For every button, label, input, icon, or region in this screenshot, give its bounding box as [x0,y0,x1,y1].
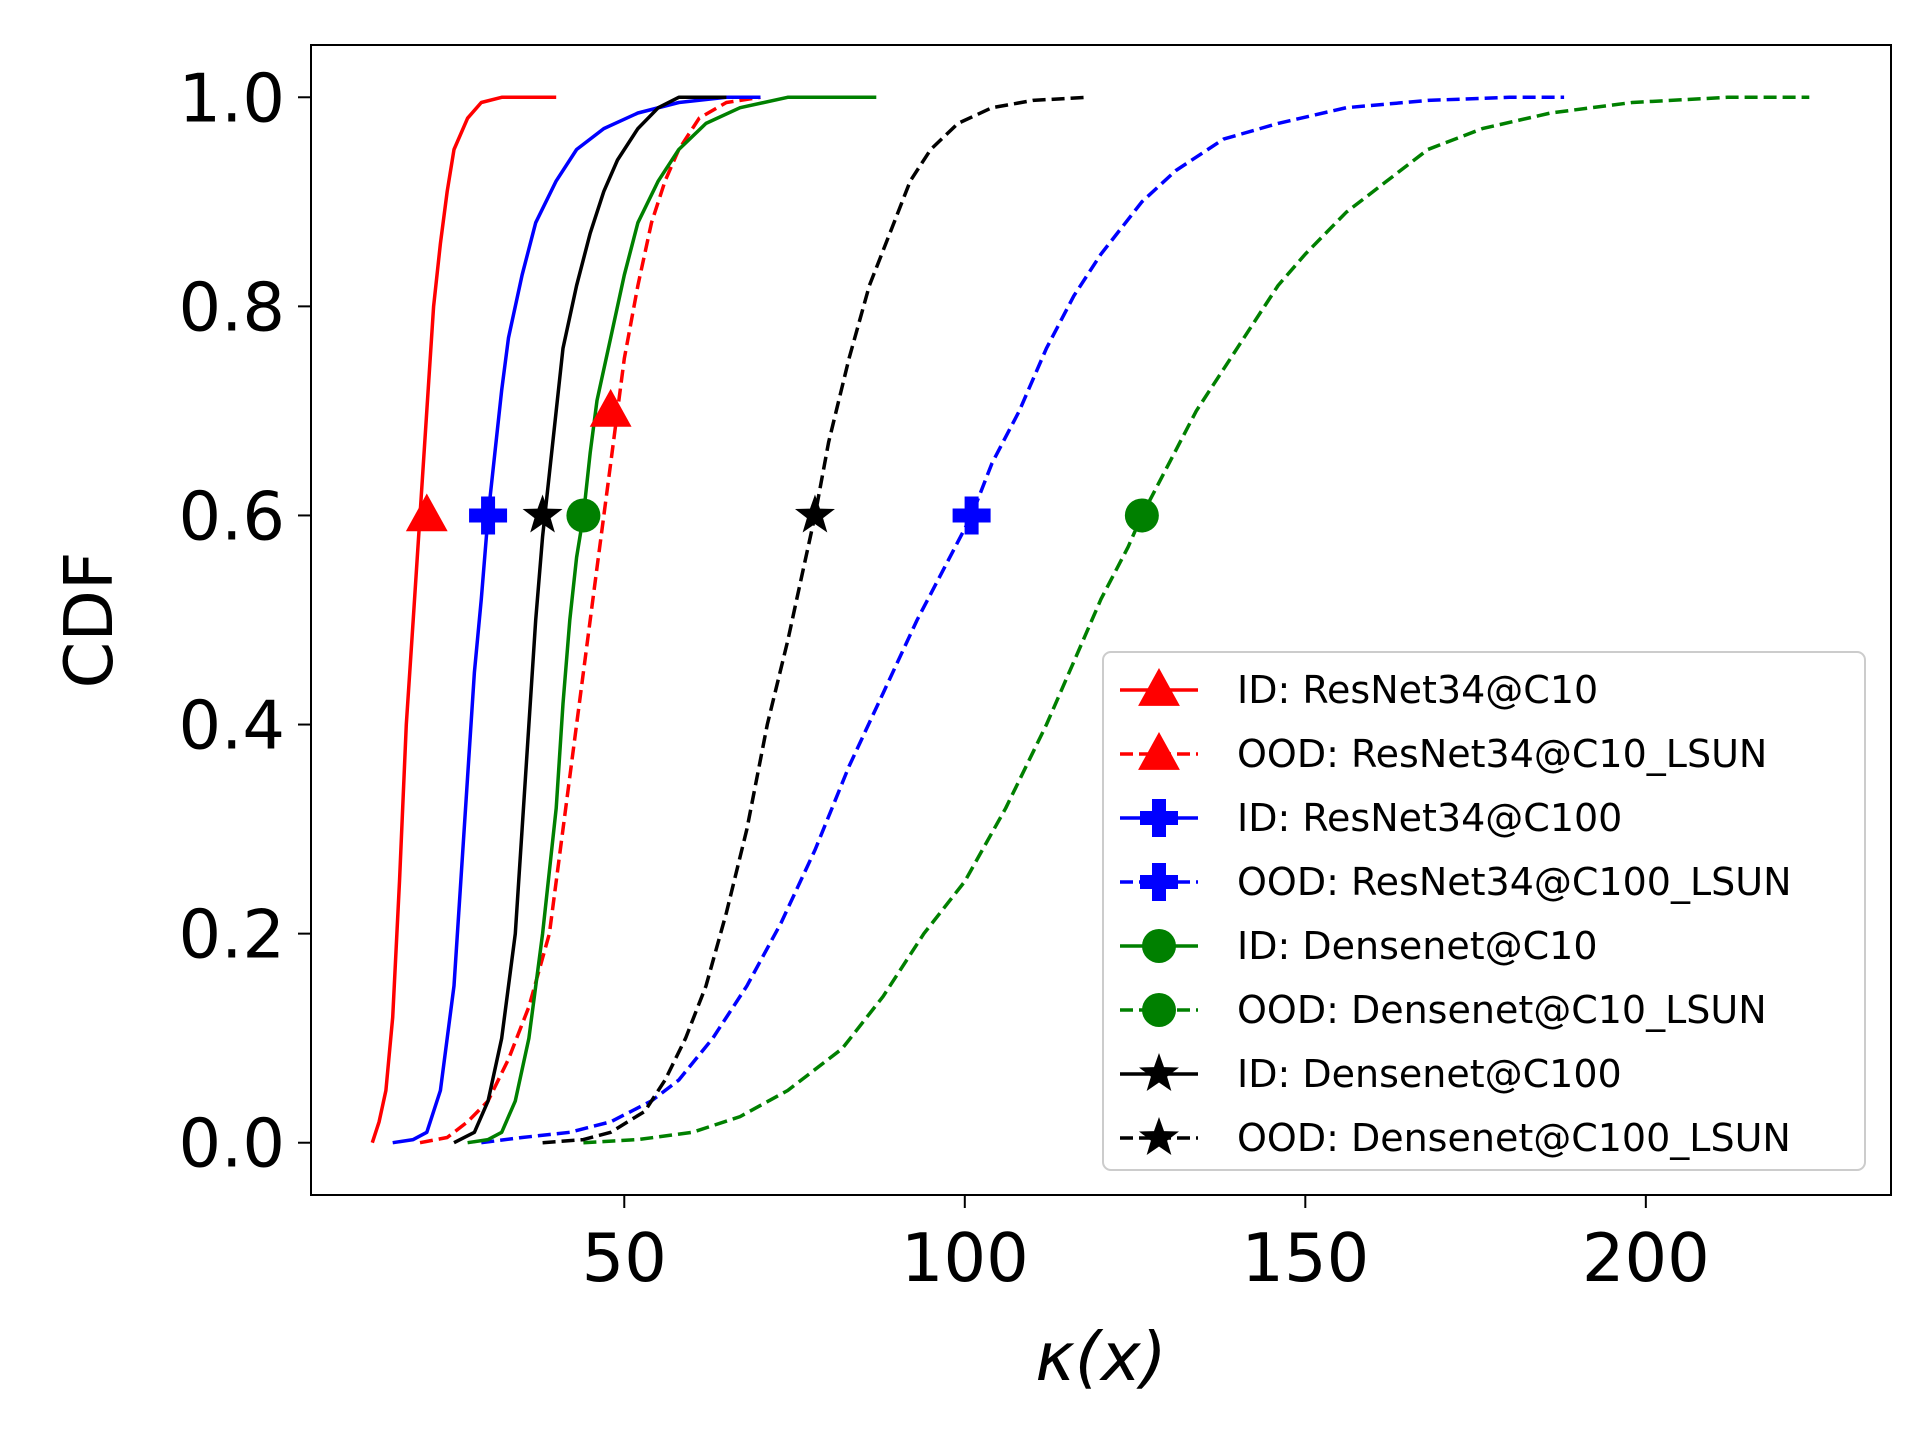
plot-frame [310,44,1892,1196]
series-layer [370,95,1810,1145]
series-line-ood-densenet-c100-lsun [542,95,1088,1145]
marker-layer [405,388,1159,535]
legend-marker-id-resnet34-c100 [1140,799,1178,837]
y-tick-label: 0.2 [178,896,285,974]
y-tick-label: 0.6 [178,477,285,555]
y-tick-label: 0.4 [178,687,285,765]
series-marker-id-resnet34-c10 [405,493,448,532]
series-marker-ood-resnet34-c100-lsun [952,496,991,535]
legend-label-ood-resnet34-c100-lsun: OOD: ResNet34@C100_LSUN [1237,860,1792,904]
legend-marker-ood-resnet34-c10-lsun [1138,732,1180,770]
series-line-id-densenet-c10 [467,95,877,1145]
legend-marker-ood-resnet34-c100-lsun [1140,863,1178,901]
series-marker-ood-densenet-c10-lsun [1124,498,1159,533]
y-tick-label: 1.0 [178,59,285,137]
series-line-id-resnet34-c10 [370,95,557,1144]
series-marker-id-resnet34-c100 [469,496,508,535]
series-line-id-densenet-c100 [453,95,727,1145]
legend-label-ood-densenet-c100-lsun: OOD: Densenet@C100_LSUN [1237,1116,1791,1160]
series-marker-id-densenet-c10 [566,498,601,533]
y-tick-label: 0.8 [178,268,285,346]
legend-label-id-resnet34-c100: ID: ResNet34@C100 [1237,796,1622,840]
y-axis-label: CDF [50,552,128,689]
series-marker-ood-densenet-c100-lsun [794,494,835,533]
y-tick-label: 0.0 [178,1105,285,1183]
legend-label-id-resnet34-c10: ID: ResNet34@C10 [1237,668,1598,712]
legend-marker-id-densenet-c100 [1139,1053,1179,1091]
x-axis-ticks: 50 100 150 200 [582,1195,1710,1297]
legend-marker-ood-densenet-c100-lsun [1139,1117,1179,1155]
series-marker-ood-resnet34-c10-lsun [589,388,632,427]
legend-label-id-densenet-c100: ID: Densenet@C100 [1237,1052,1622,1096]
x-axis-label: κ(x) [1035,1318,1166,1396]
x-tick-label: 100 [901,1219,1029,1297]
legend-box [1102,651,1866,1171]
legend-marker-ood-densenet-c10-lsun [1142,993,1176,1027]
legend-label-ood-densenet-c10-lsun: OOD: Densenet@C10_LSUN [1237,988,1767,1032]
legend-label-id-densenet-c10: ID: Densenet@C10 [1237,924,1598,968]
x-tick-label: 50 [582,1219,667,1297]
legend: ID: ResNet34@C10 OOD: ResNet34@C10_LSUN ID… [1102,651,1866,1171]
legend-label-ood-resnet34-c10-lsun: OOD: ResNet34@C10_LSUN [1237,732,1767,776]
x-tick-label: 150 [1241,1219,1369,1297]
series-marker-id-densenet-c100 [522,494,563,533]
series-line-ood-resnet34-c100-lsun [481,95,1565,1145]
legend-marker-id-densenet-c10 [1142,929,1176,963]
series-line-id-resnet34-c100 [392,95,761,1145]
x-tick-label: 200 [1582,1219,1710,1297]
y-axis-ticks: 0.0 0.2 0.4 0.6 0.8 1.0 [178,59,311,1183]
legend-marker-id-resnet34-c10 [1138,668,1180,706]
